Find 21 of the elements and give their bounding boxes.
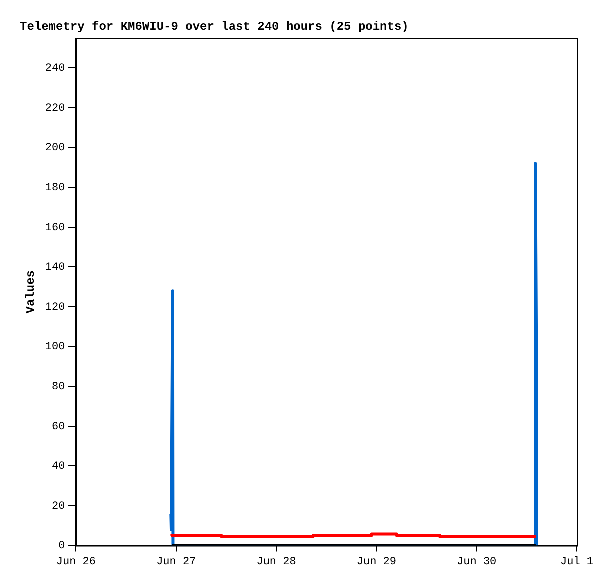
y-tick-label: 240 [45, 63, 66, 76]
y-tick-label: 60 [52, 421, 66, 434]
x-tick-label: Jun 30 [457, 556, 497, 568]
y-tick-label: 40 [52, 461, 66, 474]
y-tick-label: 120 [45, 302, 66, 314]
y-tick-label: 140 [45, 262, 66, 274]
y-tick-label: 220 [45, 102, 66, 115]
y-axis-title: Values [24, 270, 38, 314]
y-tick-label: 80 [52, 382, 66, 394]
x-tick-label: Jun 29 [356, 556, 396, 568]
y-tick-label: 100 [45, 342, 66, 354]
x-tick-label: Jul 1 [560, 556, 594, 568]
chart-title: Telemetry for KM6WIU-9 over last 240 hours (25 points) [20, 20, 409, 34]
y-tick-label: 20 [52, 500, 66, 513]
y-tick-label: 160 [45, 222, 66, 234]
x-tick-label: Jun 26 [56, 556, 96, 568]
x-tick-label: Jun 27 [156, 556, 196, 568]
y-tick-label: 180 [45, 182, 66, 195]
y-tick-label: 0 [58, 540, 66, 553]
y-tick-label: 200 [45, 142, 66, 155]
x-tick-label: Jun 28 [256, 556, 296, 568]
